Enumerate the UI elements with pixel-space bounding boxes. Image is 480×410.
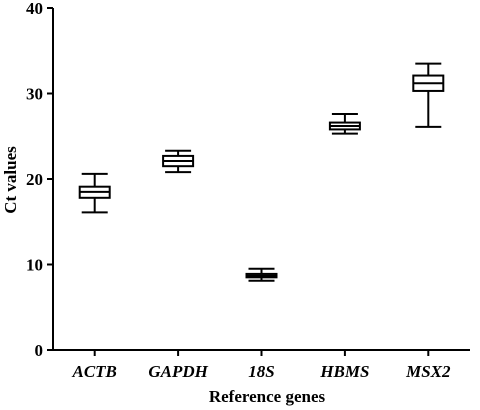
x-tick-label: ACTB	[71, 362, 116, 381]
x-tick-label: 18S	[248, 362, 274, 381]
box-plot-gapdh	[162, 149, 195, 174]
x-tick-label: GAPDH	[148, 362, 208, 381]
x-tick-label: MSX2	[405, 362, 451, 381]
y-tick-label: 20	[26, 170, 43, 189]
y-tick-label: 40	[26, 0, 43, 18]
boxes	[78, 62, 445, 282]
axes	[47, 7, 470, 356]
y-tick-label: 0	[35, 341, 44, 360]
y-tick-label: 10	[26, 256, 43, 275]
box-plot-msx2	[412, 62, 445, 128]
box-plot-18s	[245, 267, 278, 282]
y-tick-label: 30	[26, 85, 43, 104]
y-axis-title: Ct values	[1, 146, 20, 214]
box-plot-actb	[78, 172, 111, 214]
box-plot-hbms	[328, 113, 361, 135]
labels: 0 10 20 30 40 ACTB GAPDH 18S HBMS MSX2	[26, 0, 451, 381]
x-tick-label: HBMS	[319, 362, 369, 381]
x-axis-title: Reference genes	[209, 387, 326, 406]
